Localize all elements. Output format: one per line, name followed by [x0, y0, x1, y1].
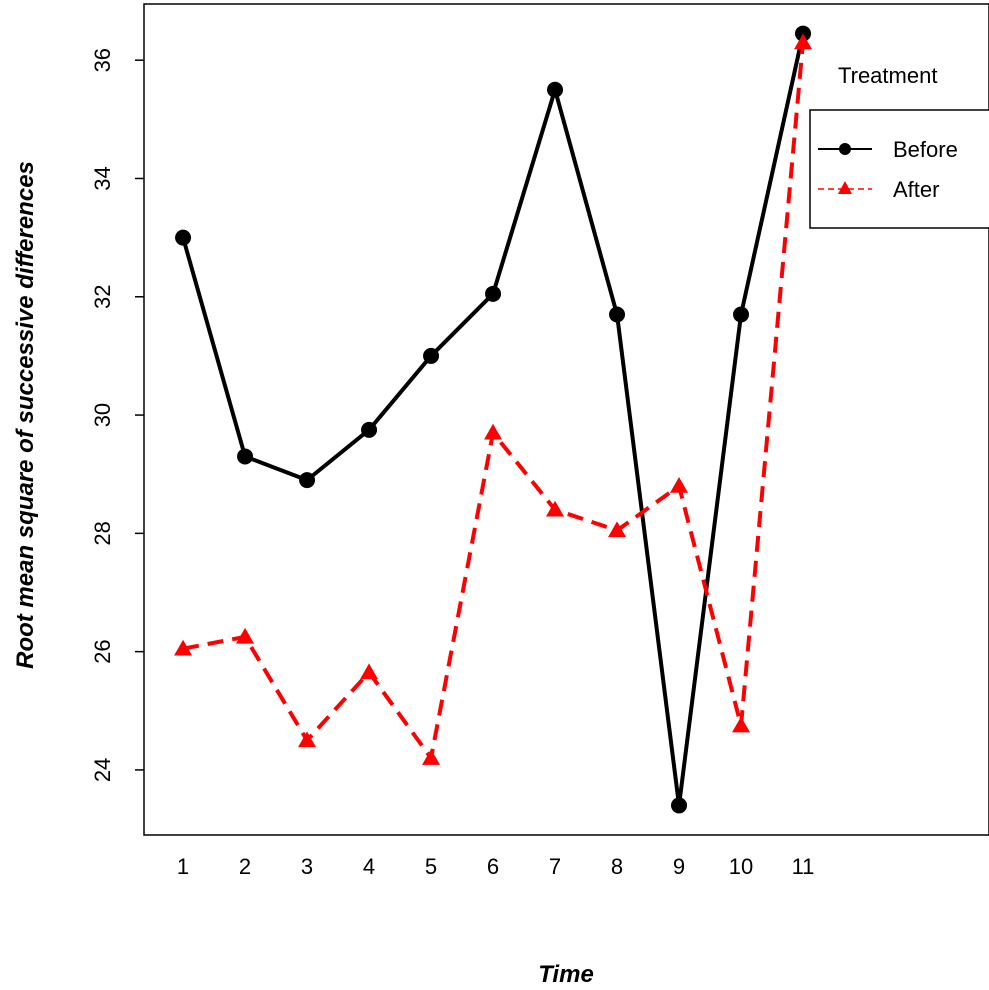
series-line-after	[182, 42, 806, 761]
x-tick-label: 1	[177, 854, 189, 879]
legend-after-label: After	[893, 177, 939, 202]
series-layer	[174, 25, 813, 814]
legend-title: Treatment	[838, 63, 937, 88]
y-tick-label: 32	[90, 285, 115, 309]
x-tick-label: 9	[673, 854, 685, 879]
data-point	[423, 347, 440, 364]
data-point	[794, 33, 813, 50]
series-after	[174, 33, 813, 765]
data-point	[608, 521, 627, 538]
data-point	[732, 716, 751, 733]
x-axis-title: Time	[538, 961, 594, 988]
data-point	[237, 448, 254, 465]
data-point	[299, 472, 316, 489]
data-point	[671, 797, 688, 814]
data-point	[298, 731, 317, 748]
x-tick-label: 2	[239, 854, 251, 879]
data-point	[546, 500, 565, 517]
legend-before-label: Before	[893, 137, 958, 162]
x-tick-label: 10	[729, 854, 753, 879]
data-point	[360, 663, 379, 680]
data-point	[547, 81, 564, 98]
y-tick-label: 28	[90, 521, 115, 545]
y-tick-label: 30	[90, 403, 115, 427]
data-point	[485, 285, 502, 302]
data-point	[609, 306, 626, 323]
x-tick-label: 7	[549, 854, 561, 879]
legend-box	[809, 109, 989, 229]
x-tick-label: 5	[425, 854, 437, 879]
data-point	[236, 627, 255, 644]
x-tick-label: 6	[487, 854, 499, 879]
series-line-before	[181, 33, 805, 808]
y-tick-label: 36	[90, 48, 115, 72]
plot-frame	[143, 3, 989, 836]
y-tick-label: 24	[90, 758, 115, 782]
data-point	[174, 639, 193, 656]
data-point	[484, 423, 503, 440]
legend-after-marker	[838, 181, 852, 194]
data-point	[422, 749, 441, 765]
y-tick-label: 34	[90, 166, 115, 190]
data-point	[670, 477, 689, 493]
x-axis: 1 2 3 4 5 6 7 8 9 10 11	[177, 854, 815, 879]
x-tick-label: 4	[363, 854, 375, 879]
data-point	[175, 229, 192, 246]
x-tick-label: 8	[611, 854, 623, 879]
data-point	[733, 306, 750, 323]
y-axis: 24 26 28 30 32 34 36	[90, 48, 144, 782]
data-point	[361, 421, 378, 438]
series-before	[175, 25, 812, 814]
y-tick-label: 26	[90, 639, 115, 663]
x-tick-label: 3	[301, 854, 313, 879]
x-tick-label: 11	[792, 854, 815, 879]
legend: Treatment Before After	[809, 63, 989, 229]
y-axis-title: Root mean square of successive differenc…	[12, 161, 39, 669]
legend-before-marker	[839, 143, 851, 155]
